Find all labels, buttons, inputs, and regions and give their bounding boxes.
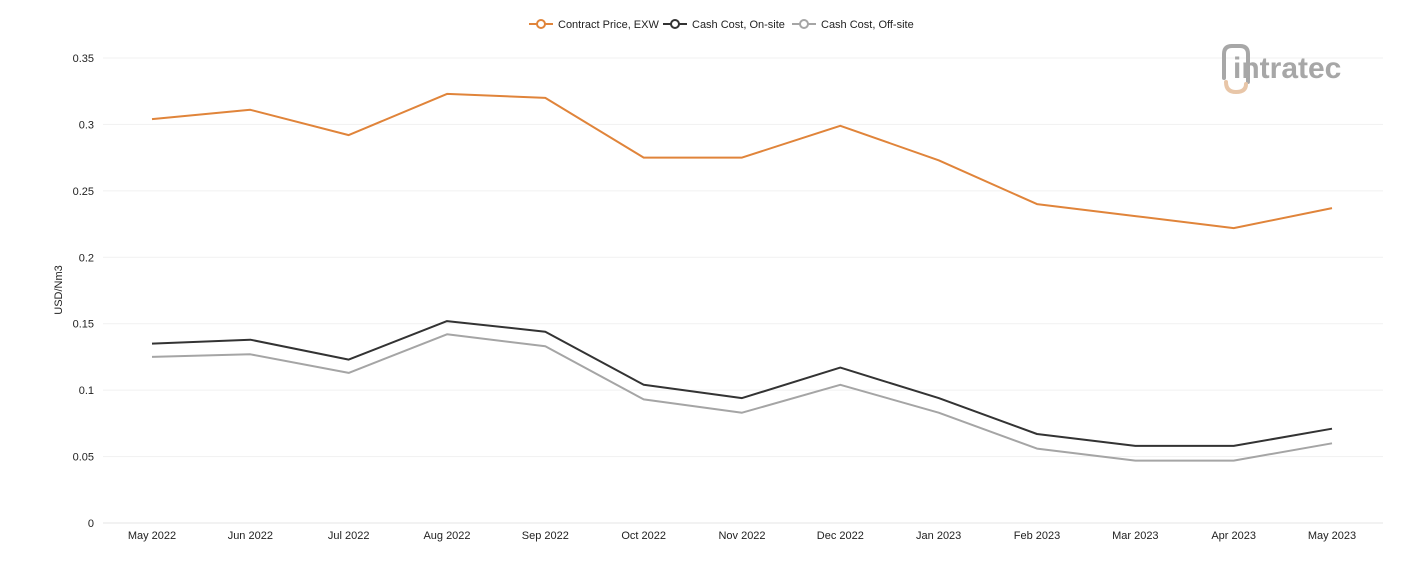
data-point <box>1330 441 1335 446</box>
x-axis-ticks: May 2022 Jun 2022 Jul 2022 Aug 2022 Sep 2022… <box>128 530 1356 542</box>
x-tick-label: May 2022 <box>128 530 176 542</box>
data-point <box>1133 214 1138 219</box>
legend-label: Contract Price, EXW <box>558 19 659 31</box>
x-tick-label: Jun 2022 <box>228 530 273 542</box>
x-tick-label: Aug 2022 <box>423 530 470 542</box>
data-point <box>248 107 253 112</box>
series-3 <box>150 332 1335 463</box>
legend-label: Cash Cost, Off-site <box>821 19 914 31</box>
y-tick-label: 0 <box>88 518 94 530</box>
legend[interactable]: Contract Price, EXW Cash Cost, On-site Cas… <box>529 19 914 31</box>
x-tick-label: May 2023 <box>1308 530 1356 542</box>
legend-label: Cash Cost, On-site <box>692 19 785 31</box>
x-tick-label: Apr 2023 <box>1211 530 1256 542</box>
series-line <box>151 333 1333 462</box>
y-axis-label: USD/Nm3 <box>53 265 65 315</box>
data-point <box>1133 458 1138 463</box>
data-point <box>1035 431 1040 436</box>
data-point <box>641 155 646 160</box>
data-point <box>641 397 646 402</box>
data-point <box>740 155 745 160</box>
y-axis-ticks: 0 0.05 0.1 0.15 0.2 0.25 0.3 0.35 <box>73 53 94 530</box>
data-point <box>936 158 941 163</box>
data-point <box>936 410 941 415</box>
data-point <box>838 123 843 128</box>
legend-item[interactable]: Cash Cost, On-site <box>663 19 785 31</box>
y-tick-label: 0.05 <box>73 452 94 464</box>
x-tick-label: Feb 2023 <box>1014 530 1060 542</box>
data-point <box>445 319 450 324</box>
data-point <box>346 357 351 362</box>
data-point <box>248 337 253 342</box>
x-tick-label: Mar 2023 <box>1112 530 1158 542</box>
data-point <box>641 382 646 387</box>
data-point <box>1231 226 1236 231</box>
series-1 <box>150 91 1335 231</box>
legend-marker-icon <box>670 19 680 29</box>
series-line <box>151 92 1333 230</box>
y-tick-label: 0.2 <box>79 252 94 264</box>
data-point <box>1330 206 1335 211</box>
data-point <box>150 341 155 346</box>
y-tick-label: 0.3 <box>79 119 94 131</box>
grid-lines <box>103 57 1383 524</box>
data-point <box>1330 426 1335 431</box>
logo-mark-accent <box>1224 80 1248 95</box>
data-point <box>543 95 548 100</box>
data-point <box>740 396 745 401</box>
data-point <box>543 344 548 349</box>
y-tick-label: 0.1 <box>79 385 94 397</box>
data-point <box>445 91 450 96</box>
y-tick-label: 0.15 <box>73 319 94 331</box>
intratec-logo: intratec <box>1222 44 1341 95</box>
legend-item[interactable]: Contract Price, EXW <box>529 19 659 31</box>
data-point <box>1035 446 1040 451</box>
legend-marker-icon <box>799 19 809 29</box>
logo-mark <box>1222 44 1250 84</box>
data-point <box>543 329 548 334</box>
x-tick-label: Oct 2022 <box>621 530 666 542</box>
x-tick-label: Jul 2022 <box>328 530 370 542</box>
data-point <box>1133 443 1138 448</box>
y-tick-label: 0.35 <box>73 53 94 65</box>
data-point <box>1035 202 1040 207</box>
data-point <box>150 117 155 122</box>
data-point <box>346 370 351 375</box>
logo-text: intratec <box>1233 52 1341 85</box>
data-point <box>1231 443 1236 448</box>
series-2 <box>150 319 1335 448</box>
legend-marker-icon <box>536 19 546 29</box>
data-point <box>740 410 745 415</box>
data-point <box>936 396 941 401</box>
x-tick-label: Sep 2022 <box>522 530 569 542</box>
y-tick-label: 0.25 <box>73 186 94 198</box>
data-point <box>1231 458 1236 463</box>
data-point <box>445 332 450 337</box>
series-line <box>151 320 1333 447</box>
data-point <box>150 354 155 359</box>
data-point <box>248 352 253 357</box>
x-tick-label: Jan 2023 <box>916 530 961 542</box>
data-point <box>838 382 843 387</box>
x-tick-label: Dec 2022 <box>817 530 864 542</box>
x-tick-label: Nov 2022 <box>718 530 765 542</box>
data-point <box>838 365 843 370</box>
data-point <box>346 133 351 138</box>
series-lines <box>150 91 1335 463</box>
legend-item[interactable]: Cash Cost, Off-site <box>792 19 914 31</box>
